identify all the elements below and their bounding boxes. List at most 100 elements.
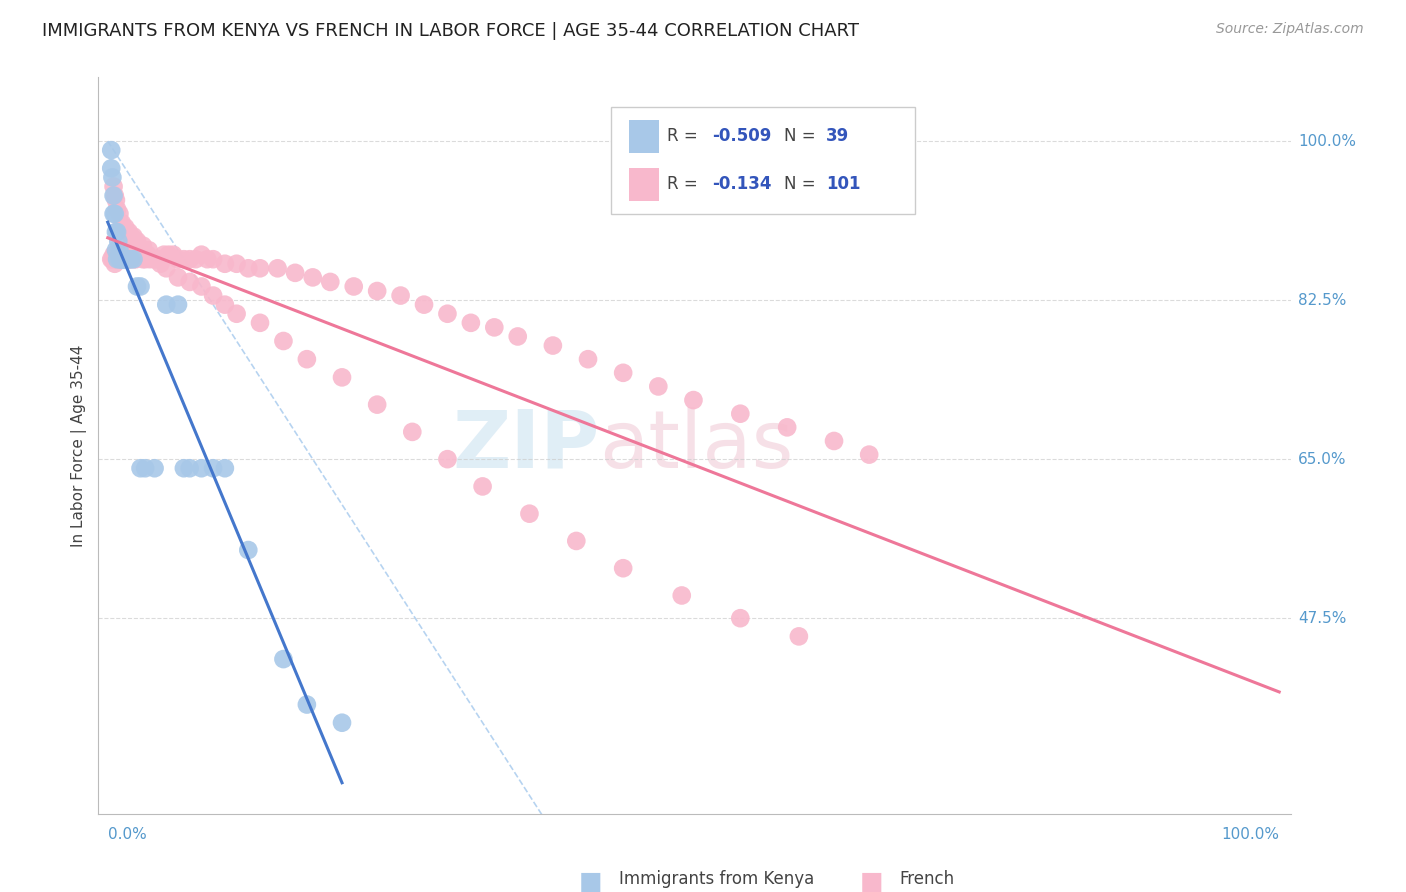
Point: [173, 252, 195, 267]
Point: [225, 257, 247, 271]
Point: [214, 257, 236, 271]
Point: [108, 252, 131, 267]
Text: -0.134: -0.134: [713, 175, 772, 194]
Point: [120, 252, 142, 267]
Point: [389, 288, 412, 302]
Point: [129, 279, 152, 293]
Point: [436, 307, 458, 321]
Point: [249, 261, 271, 276]
Point: [125, 252, 148, 267]
Point: [120, 229, 142, 244]
Bar: [628, 120, 659, 153]
Point: [343, 279, 366, 293]
Point: [101, 252, 124, 267]
Point: [139, 252, 162, 267]
Point: [129, 461, 152, 475]
Point: [112, 252, 135, 267]
Point: [330, 370, 353, 384]
Point: [118, 252, 141, 267]
Point: [190, 247, 212, 261]
Point: [100, 143, 122, 157]
Point: [104, 257, 127, 271]
Point: [125, 234, 148, 248]
Point: [103, 179, 125, 194]
Point: [519, 507, 541, 521]
Point: [122, 229, 145, 244]
Point: [284, 266, 307, 280]
Point: [118, 225, 141, 239]
Point: [111, 247, 134, 261]
Point: [471, 479, 494, 493]
Point: [104, 247, 127, 261]
Point: [111, 252, 134, 267]
Point: [202, 461, 225, 475]
Point: [190, 279, 212, 293]
Point: [576, 352, 599, 367]
Point: [506, 329, 529, 343]
Point: [143, 252, 166, 267]
Point: [366, 398, 388, 412]
Point: [107, 252, 129, 267]
Point: [104, 207, 127, 221]
Point: [671, 589, 693, 603]
Point: [111, 216, 134, 230]
Point: [111, 252, 134, 267]
Point: [565, 533, 588, 548]
Point: [179, 461, 201, 475]
Point: [195, 252, 218, 267]
Point: [179, 275, 201, 289]
Point: [100, 161, 122, 176]
Point: [484, 320, 506, 334]
Point: [179, 252, 201, 267]
Point: [100, 252, 122, 267]
Point: [401, 425, 423, 439]
Point: [110, 252, 132, 267]
Point: [157, 247, 180, 261]
Point: [104, 188, 127, 202]
Point: [776, 420, 799, 434]
Point: [273, 334, 295, 348]
Point: [108, 247, 131, 261]
Text: 65.0%: 65.0%: [1298, 451, 1347, 467]
Point: [118, 252, 141, 267]
Point: [132, 252, 155, 267]
Point: [295, 352, 318, 367]
Point: [730, 611, 752, 625]
Point: [105, 225, 128, 239]
Point: [127, 247, 149, 261]
Point: [103, 188, 125, 202]
Text: 39: 39: [825, 128, 849, 145]
Text: -0.509: -0.509: [713, 128, 772, 145]
Point: [249, 316, 271, 330]
Point: [238, 543, 260, 558]
Text: 100.0%: 100.0%: [1222, 827, 1279, 842]
Point: [117, 252, 139, 267]
Point: [295, 698, 318, 712]
Point: [122, 252, 145, 267]
Point: [153, 247, 176, 261]
Point: [787, 629, 810, 643]
Point: [134, 252, 156, 267]
Point: [541, 338, 564, 352]
Point: [138, 243, 160, 257]
Point: [115, 247, 138, 261]
Point: [190, 461, 212, 475]
Point: [858, 448, 880, 462]
Bar: [628, 168, 659, 201]
Text: ■: ■: [860, 870, 883, 892]
Point: [612, 366, 634, 380]
Point: [114, 220, 136, 235]
Point: [167, 298, 190, 312]
Point: [167, 270, 190, 285]
Point: [108, 243, 131, 257]
Point: [214, 298, 236, 312]
Point: [111, 252, 134, 267]
Point: [823, 434, 845, 448]
Point: [115, 252, 138, 267]
Text: R =: R =: [668, 175, 703, 194]
Point: [136, 247, 159, 261]
Point: [134, 461, 156, 475]
Point: [730, 407, 752, 421]
Text: 101: 101: [825, 175, 860, 194]
Point: [129, 247, 152, 261]
